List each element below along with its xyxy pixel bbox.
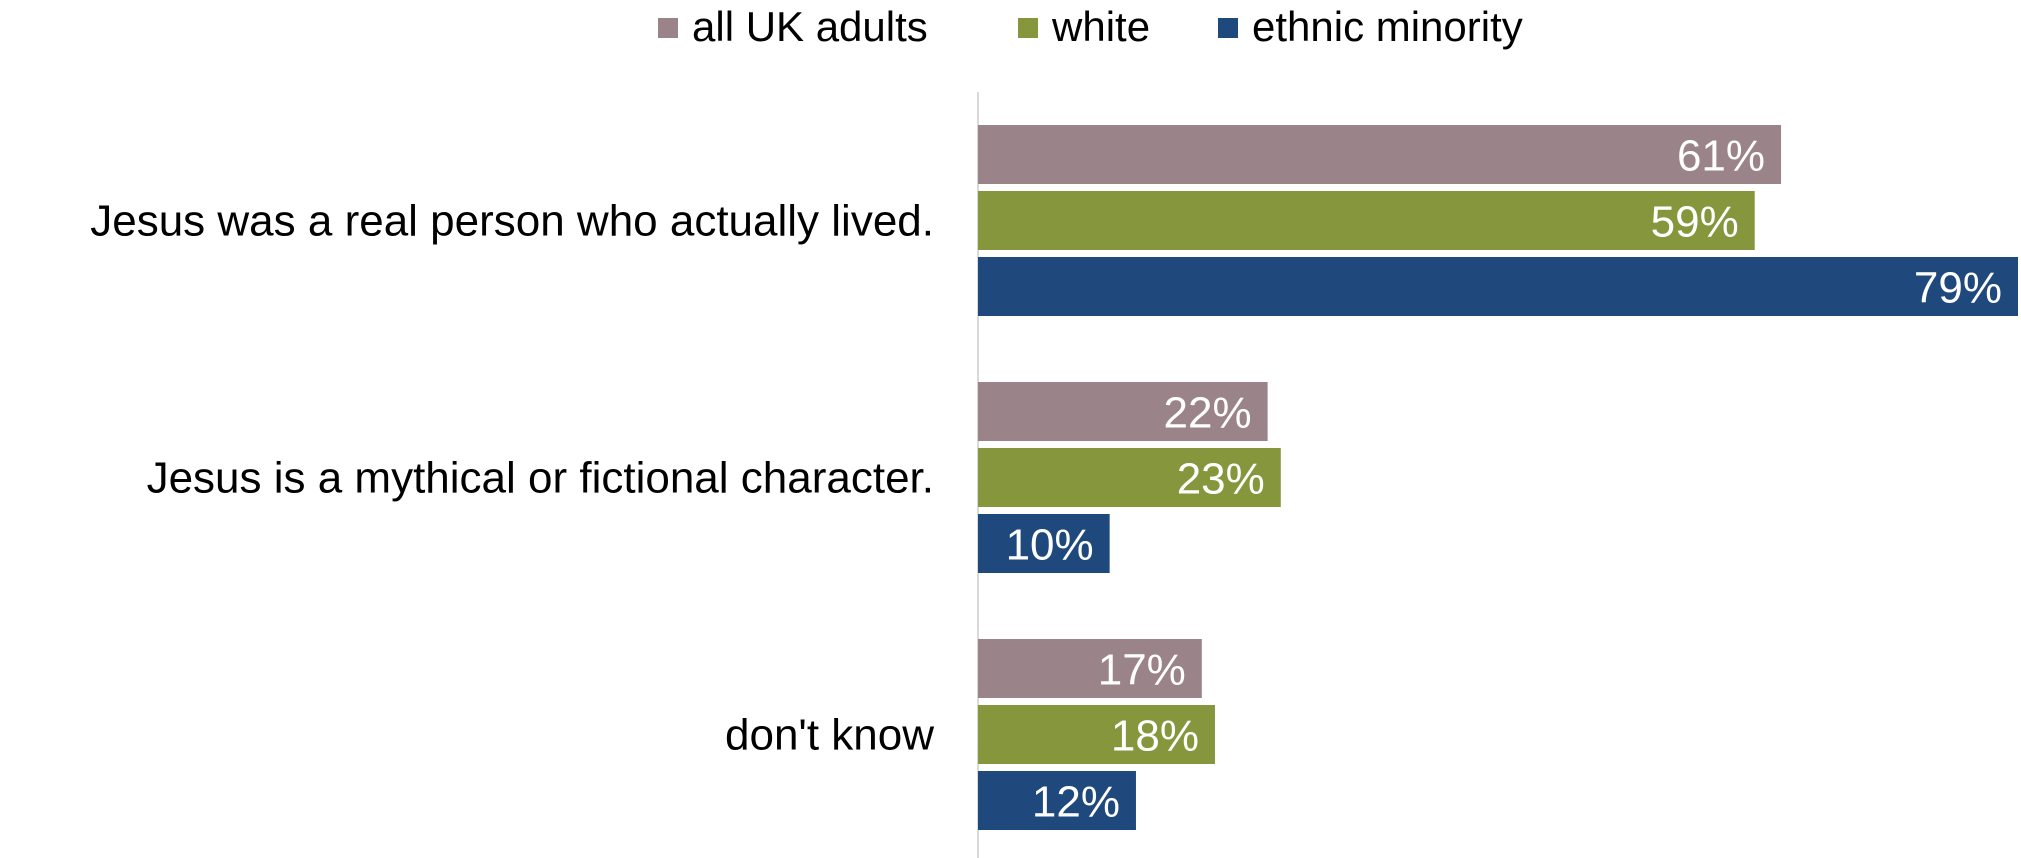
data-label-2-2: 12% (1032, 778, 1120, 827)
bar-0-1 (978, 191, 1755, 250)
bar-1-0 (978, 382, 1268, 441)
data-label-2-0: 17% (1098, 646, 1186, 695)
data-label-1-2: 10% (1006, 521, 1094, 570)
category-labels: Jesus was a real person who actually liv… (90, 197, 934, 760)
bar-2-2 (978, 771, 1136, 830)
category-label-2: don't know (725, 711, 934, 760)
legend-swatch-1 (1018, 18, 1038, 38)
bar-0-2 (978, 257, 2018, 316)
data-labels: 61% 59% 79% 22% 23% 10% 17% 18% 12% (1006, 132, 2002, 827)
bar-2-0 (978, 639, 1202, 698)
legend-label-2: ethnic minority (1252, 3, 1523, 50)
bar-2-1 (978, 705, 1215, 764)
data-label-1-1: 23% (1177, 455, 1265, 504)
category-label-0: Jesus was a real person who actually liv… (90, 197, 934, 246)
bar-1-2 (978, 514, 1110, 573)
category-label-1: Jesus is a mythical or fictional charact… (147, 454, 934, 503)
bar-0-0 (978, 125, 1782, 184)
data-label-0-2: 79% (1914, 264, 2002, 313)
data-label-0-1: 59% (1651, 198, 1739, 247)
legend-label-1: white (1051, 3, 1150, 50)
bar-1-1 (978, 448, 1281, 507)
data-label-1-0: 22% (1164, 389, 1252, 438)
bars (978, 125, 2018, 830)
legend-swatch-2 (1218, 18, 1238, 38)
legend-label-0: all UK adults (692, 3, 928, 50)
legend: all UK adults white ethnic minority (658, 3, 1523, 50)
legend-swatch-0 (658, 18, 678, 38)
data-label-2-1: 18% (1111, 712, 1199, 761)
data-label-0-0: 61% (1677, 132, 1765, 181)
